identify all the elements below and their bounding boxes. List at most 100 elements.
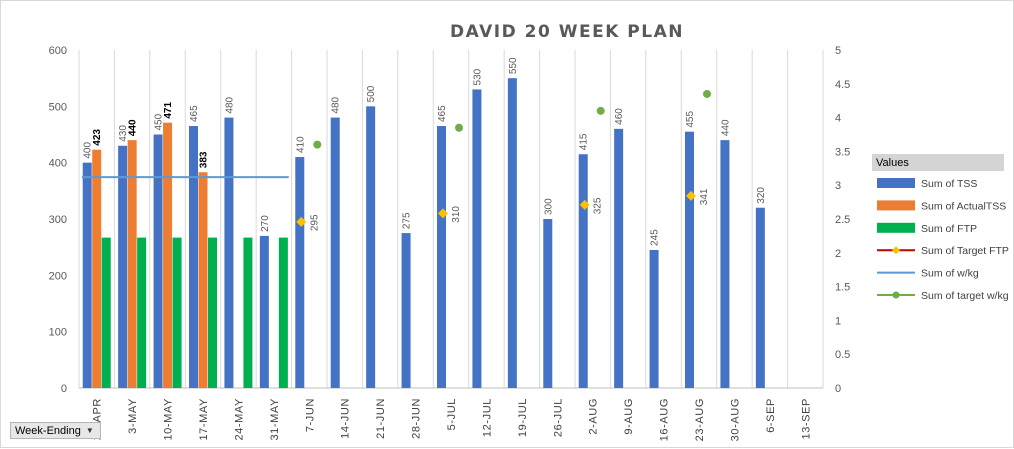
legend-title: Values: [876, 157, 909, 169]
data-label: 440: [720, 119, 731, 136]
y-tick-label: 300: [49, 214, 67, 226]
bar: [472, 89, 482, 388]
legend-header-bg: [872, 154, 1004, 171]
data-label: 400: [83, 142, 94, 159]
data-label: 550: [508, 57, 519, 74]
y2-tick-label: 4: [835, 113, 841, 125]
legend-swatch-marker: [892, 291, 900, 299]
target-wkg-marker: [313, 140, 322, 149]
bar: [92, 149, 102, 388]
bar: [259, 235, 269, 388]
bar: [278, 237, 288, 388]
bar: [649, 249, 659, 388]
data-label: 440: [128, 119, 139, 136]
data-label: 450: [154, 113, 165, 130]
bar: [153, 134, 163, 388]
y2-tick-label: 2.5: [835, 214, 850, 226]
bar: [295, 157, 305, 388]
data-label: 415: [579, 133, 590, 150]
x-tick-label: 14-JUN: [340, 398, 352, 439]
x-tick-label: 19-JUL: [517, 398, 529, 437]
bar: [137, 237, 147, 388]
y-tick-label: 400: [49, 158, 67, 170]
legend-swatch: [877, 178, 915, 188]
y2-tick-label: 4.5: [835, 79, 850, 91]
bar: [614, 128, 624, 388]
target-wkg-marker: [596, 106, 605, 115]
bar: [224, 117, 234, 388]
target-ftp-marker: [686, 190, 696, 201]
x-tick-label: 30-AUG: [729, 398, 741, 441]
bar: [437, 126, 446, 389]
y2-tick-label: 3: [835, 180, 841, 192]
data-label: 310: [451, 206, 462, 223]
bar: [755, 207, 765, 388]
data-label: 430: [118, 125, 129, 142]
legend-swatch: [877, 200, 915, 211]
target-ftp-marker: [296, 216, 307, 227]
bar: [720, 140, 730, 388]
legend-entry: Sum of w/kg: [921, 268, 979, 280]
x-tick-label: 7-JUN: [304, 398, 316, 432]
data-label: 325: [593, 197, 604, 214]
target-wkg-marker: [455, 123, 463, 132]
data-label: 275: [402, 212, 413, 229]
legend-entry: Sum of FTP: [921, 223, 977, 235]
data-label: 383: [199, 151, 210, 168]
legend-entry: Sum of TSS: [921, 178, 977, 190]
x-tick-label: 24-MAY: [233, 398, 245, 441]
x-tick-label: 12-JUL: [481, 398, 493, 437]
bar: [243, 237, 253, 388]
week-ending-filter-button[interactable]: Week-Ending ▼: [10, 422, 101, 439]
data-label: 480: [331, 96, 342, 113]
x-tick-label: 5-JUL: [446, 398, 458, 430]
y-tick-label: 200: [49, 270, 67, 282]
data-label: 245: [650, 229, 661, 246]
bar: [189, 126, 198, 389]
data-label: 410: [295, 136, 306, 153]
bar: [163, 122, 173, 389]
y2-tick-label: 3.5: [835, 146, 850, 158]
data-label: 465: [437, 105, 448, 122]
x-tick-label: 2-AUG: [588, 398, 600, 435]
data-label: 300: [543, 198, 554, 215]
x-tick-label: 9-AUG: [623, 398, 635, 435]
x-tick-label: 23-AUG: [694, 398, 706, 441]
bar: [366, 106, 376, 388]
y2-tick-label: 0.5: [835, 349, 850, 361]
data-label: 471: [163, 102, 174, 119]
y2-tick-label: 2: [835, 248, 841, 260]
x-tick-label: 17-MAY: [198, 398, 210, 441]
x-tick-label: 10-MAY: [163, 398, 175, 441]
legend-swatch-marker: [892, 246, 900, 255]
bar: [172, 237, 182, 388]
x-tick-label: 6-SEP: [765, 398, 777, 433]
data-label: 460: [614, 108, 625, 125]
legend-entry: Sum of ActualTSS: [921, 200, 1006, 212]
y2-tick-label: 0: [835, 383, 841, 395]
y-tick-label: 0: [61, 383, 67, 395]
data-label: 455: [685, 111, 696, 128]
bar: [330, 117, 340, 388]
y-tick-label: 600: [49, 45, 67, 57]
x-tick-label: 31-MAY: [269, 398, 281, 441]
chart-title: DAVID 20 WEEK PLAN: [450, 22, 684, 42]
data-label: 465: [189, 105, 200, 122]
data-label: 295: [309, 214, 320, 231]
data-label: 341: [699, 188, 710, 205]
bar: [543, 219, 553, 388]
bar: [578, 154, 588, 388]
y2-tick-label: 1.5: [835, 282, 850, 294]
x-tick-label: 13-SEP: [800, 398, 812, 440]
bar: [82, 162, 92, 388]
filter-label: Week-Ending: [15, 424, 81, 437]
target-wkg-marker: [703, 89, 711, 98]
x-tick-label: 26-JUL: [552, 398, 564, 437]
bar: [401, 233, 411, 388]
bar: [198, 172, 208, 388]
legend-swatch: [877, 222, 915, 233]
x-tick-label: 28-JUN: [411, 398, 423, 439]
legend-entry: Sum of Target FTP: [921, 245, 1009, 257]
